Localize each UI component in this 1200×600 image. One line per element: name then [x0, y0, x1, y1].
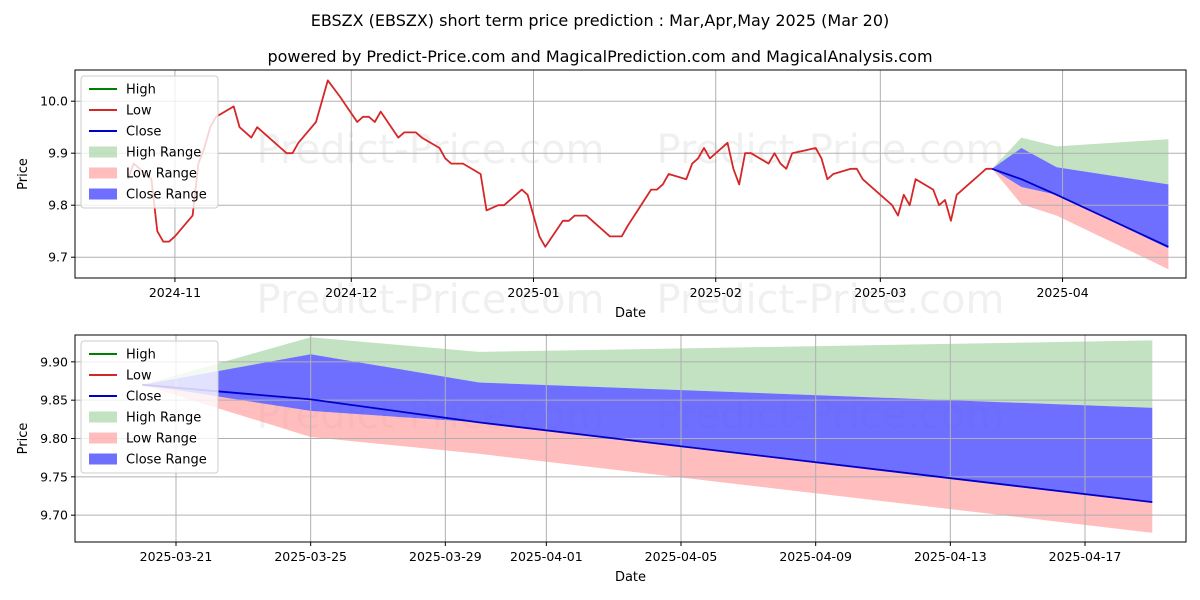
y-axis-label: Price — [16, 158, 31, 190]
series-close-range-band — [142, 354, 1153, 503]
y-tick-label: 9.75 — [40, 469, 68, 484]
x-tick-label: 2025-04-09 — [779, 549, 852, 564]
legend-swatch-close-range — [89, 188, 117, 200]
x-tick-label: 2025-04-17 — [1049, 549, 1122, 564]
x-tick-label: 2024-11 — [149, 285, 201, 300]
y-axis-label: Price — [16, 423, 31, 455]
y-tick-label: 9.85 — [40, 393, 68, 408]
legend-swatch-low-range — [89, 432, 117, 444]
x-tick-label: 2024-12 — [325, 285, 377, 300]
chart-subtitle: powered by Predict-Price.com and Magical… — [267, 47, 932, 66]
chart-title: EBSZX (EBSZX) short term price predictio… — [311, 11, 890, 30]
x-tick-label: 2025-03-29 — [409, 549, 482, 564]
plot-frame — [74, 334, 1187, 543]
y-tick-label: 9.9 — [48, 146, 68, 161]
y-tick-label: 9.70 — [40, 508, 68, 523]
legend-label-close-range: Close Range — [126, 453, 207, 468]
legend-swatch-close-range — [89, 453, 117, 465]
legend-label-close: Close — [126, 390, 161, 405]
series-high-range-band — [992, 137, 1169, 185]
series-close-range-band — [992, 148, 1169, 249]
chart-panel-2: Predict-Price.comPredict-Price.com9.709.… — [16, 334, 1187, 585]
legend-label-high-range: High Range — [126, 146, 201, 161]
x-tick-label: 2025-03-25 — [274, 549, 347, 564]
x-tick-label: 2025-04 — [1036, 285, 1088, 300]
watermark: Predict-Price.com — [257, 277, 605, 323]
legend-label-low-range: Low Range — [126, 167, 197, 182]
legend-label-high: High — [126, 83, 156, 98]
legend-label-low: Low — [126, 369, 152, 384]
chart-panel-1: Predict-Price.com Predict-Price.com Predic… — [16, 69, 1187, 323]
legend-swatch-high-range — [89, 146, 117, 158]
series-low-line — [127, 79, 992, 248]
x-tick-label: 2025-02 — [690, 285, 742, 300]
legend-label-low: Low — [126, 104, 152, 119]
legend-label-low-range: Low Range — [126, 432, 197, 447]
watermark: Predict-Price.com — [657, 127, 1005, 173]
series-low-range-band — [142, 384, 1153, 533]
legend-label-close: Close — [126, 125, 161, 140]
legend-swatch-low-range — [89, 167, 117, 179]
x-tick-label: 2025-04-13 — [914, 549, 987, 564]
x-axis-label: Date — [615, 306, 646, 321]
x-tick-label: 2025-03-21 — [140, 549, 213, 564]
y-tick-label: 10.0 — [40, 94, 68, 109]
series-high-range-band — [142, 337, 1153, 408]
legend-label-high-range: High Range — [126, 411, 201, 426]
y-tick-label: 9.80 — [40, 431, 68, 446]
x-tick-label: 2025-01 — [507, 285, 559, 300]
plot-frame — [74, 69, 1187, 279]
y-tick-label: 9.7 — [48, 250, 68, 265]
legend-label-close-range: Close Range — [126, 188, 207, 203]
legend-label-high: High — [126, 348, 156, 363]
y-tick-label: 9.8 — [48, 198, 68, 213]
watermark: Predict-Price.com — [657, 277, 1005, 323]
x-tick-label: 2025-04-05 — [645, 549, 718, 564]
series-close-line — [142, 383, 1153, 503]
y-tick-label: 9.90 — [40, 354, 68, 369]
x-tick-label: 2025-04-01 — [510, 549, 583, 564]
x-axis-label: Date — [615, 570, 646, 585]
legend-swatch-high-range — [89, 411, 117, 423]
x-tick-label: 2025-03 — [854, 285, 906, 300]
series-close-line — [991, 167, 1169, 248]
watermark: Predict-Price.com — [257, 127, 605, 173]
series-low-range-band — [992, 168, 1169, 270]
